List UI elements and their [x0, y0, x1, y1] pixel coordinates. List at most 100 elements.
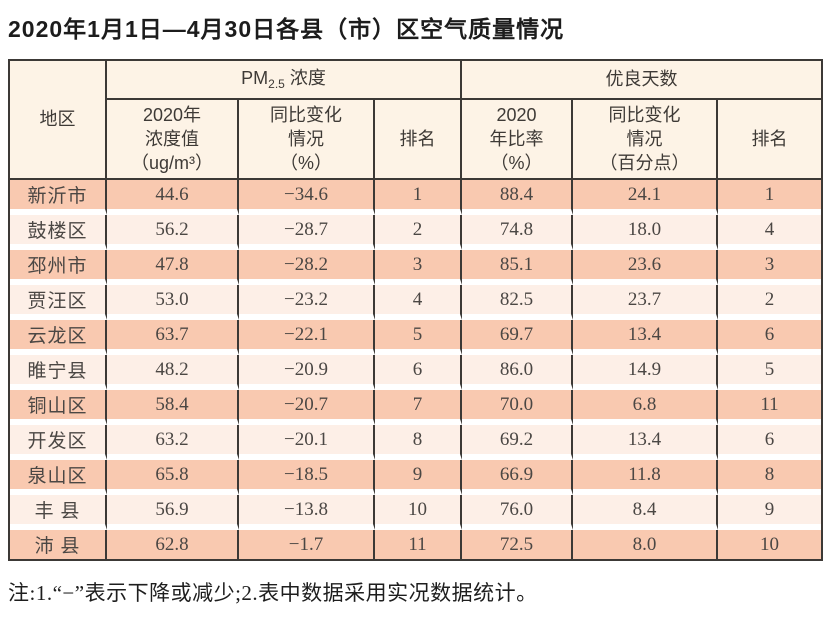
cell-pm-rank: 5	[375, 320, 463, 355]
cell-pm-rank: 10	[375, 495, 463, 530]
cell-good-change: 23.7	[573, 285, 719, 320]
cell-pm-value: 48.2	[107, 355, 239, 390]
cell-good-rank: 6	[718, 425, 822, 460]
cell-pm-value: 44.6	[107, 180, 239, 215]
cell-good-rank: 4	[718, 215, 822, 250]
cell-pm-change: −28.2	[239, 250, 375, 285]
cell-pm-value: 56.9	[107, 495, 239, 530]
cell-good-ratio: 70.0	[462, 390, 574, 425]
air-quality-table: 地区 PM2.5 浓度 优良天数 2020年 浓度值 （ug/m³） 同比变化 …	[8, 59, 824, 561]
header-good-ratio: 2020 年比率 （%）	[462, 100, 574, 180]
cell-good-change: 8.0	[573, 530, 719, 559]
table-row: 铜山区 58.4 −20.7 7 70.0 6.8 11	[10, 390, 822, 425]
cell-pm-change: −28.7	[239, 215, 375, 250]
cell-good-rank: 1	[718, 180, 822, 215]
header-group-pm25: PM2.5 浓度	[107, 61, 463, 100]
cell-region: 丰 县	[10, 495, 107, 530]
page-title: 2020年1月1日—4月30日各县（市）区空气质量情况	[8, 16, 565, 42]
table-row: 泉山区 65.8 −18.5 9 66.9 11.8 8	[10, 460, 822, 495]
cell-good-ratio: 76.0	[462, 495, 574, 530]
cell-good-change: 11.8	[573, 460, 719, 495]
cell-good-change: 13.4	[573, 425, 719, 460]
cell-good-change: 14.9	[573, 355, 719, 390]
pm-label-subscript: 2.5	[268, 77, 285, 92]
header-group-good-days: 优良天数	[462, 61, 822, 100]
table-row: 鼓楼区 56.2 −28.7 2 74.8 18.0 4	[10, 215, 822, 250]
table-row: 邳州市 47.8 −28.2 3 85.1 23.6 3	[10, 250, 822, 285]
cell-pm-change: −20.7	[239, 390, 375, 425]
cell-pm-rank: 8	[375, 425, 463, 460]
header-good-change: 同比变化 情况 （百分点）	[573, 100, 719, 180]
cell-good-change: 8.4	[573, 495, 719, 530]
cell-pm-value: 63.7	[107, 320, 239, 355]
cell-pm-change: −20.1	[239, 425, 375, 460]
cell-pm-change: −1.7	[239, 530, 375, 559]
cell-good-change: 18.0	[573, 215, 719, 250]
header-good-rank: 排名	[718, 100, 822, 180]
cell-good-rank: 9	[718, 495, 822, 530]
cell-good-ratio: 66.9	[462, 460, 574, 495]
cell-good-rank: 6	[718, 320, 822, 355]
cell-good-ratio: 85.1	[462, 250, 574, 285]
sub-header-row: 2020年 浓度值 （ug/m³） 同比变化 情况 （%） 排名 2020 年比…	[10, 100, 822, 180]
cell-region: 开发区	[10, 425, 107, 460]
table-row: 贾汪区 53.0 −23.2 4 82.5 23.7 2	[10, 285, 822, 320]
cell-region: 鼓楼区	[10, 215, 107, 250]
cell-pm-value: 47.8	[107, 250, 239, 285]
table-row: 开发区 63.2 −20.1 8 69.2 13.4 6	[10, 425, 822, 460]
cell-good-change: 24.1	[573, 180, 719, 215]
table-row: 睢宁县 48.2 −20.9 6 86.0 14.9 5	[10, 355, 822, 390]
cell-good-ratio: 82.5	[462, 285, 574, 320]
cell-pm-rank: 4	[375, 285, 463, 320]
cell-pm-change: −23.2	[239, 285, 375, 320]
cell-pm-value: 63.2	[107, 425, 239, 460]
cell-pm-rank: 2	[375, 215, 463, 250]
header-pm-rank: 排名	[375, 100, 463, 180]
cell-pm-rank: 6	[375, 355, 463, 390]
cell-pm-value: 53.0	[107, 285, 239, 320]
table-header: 地区 PM2.5 浓度 优良天数 2020年 浓度值 （ug/m³） 同比变化 …	[10, 61, 822, 180]
table-row: 沛 县 62.8 −1.7 11 72.5 8.0 10	[10, 530, 822, 559]
cell-good-ratio: 69.7	[462, 320, 574, 355]
cell-pm-rank: 3	[375, 250, 463, 285]
table-row: 丰 县 56.9 −13.8 10 76.0 8.4 9	[10, 495, 822, 530]
cell-good-ratio: 86.0	[462, 355, 574, 390]
cell-pm-value: 65.8	[107, 460, 239, 495]
cell-region: 贾汪区	[10, 285, 107, 320]
cell-pm-rank: 11	[375, 530, 463, 559]
cell-good-ratio: 72.5	[462, 530, 574, 559]
cell-good-rank: 2	[718, 285, 822, 320]
group-header-row: 地区 PM2.5 浓度 优良天数	[10, 61, 822, 180]
cell-pm-value: 56.2	[107, 215, 239, 250]
cell-region: 铜山区	[10, 390, 107, 425]
cell-pm-change: −18.5	[239, 460, 375, 495]
cell-pm-rank: 9	[375, 460, 463, 495]
footnote: 注:1.“−”表示下降或减少;2.表中数据采用实况数据统计。	[8, 581, 538, 605]
cell-good-change: 23.6	[573, 250, 719, 285]
header-pm-change: 同比变化 情况 （%）	[239, 100, 375, 180]
cell-pm-change: −22.1	[239, 320, 375, 355]
cell-good-rank: 5	[718, 355, 822, 390]
cell-good-ratio: 69.2	[462, 425, 574, 460]
cell-good-rank: 8	[718, 460, 822, 495]
cell-good-rank: 10	[718, 530, 822, 559]
header-pm-value: 2020年 浓度值 （ug/m³）	[107, 100, 239, 180]
cell-good-ratio: 88.4	[462, 180, 574, 215]
cell-pm-change: −13.8	[239, 495, 375, 530]
cell-pm-value: 62.8	[107, 530, 239, 559]
cell-pm-value: 58.4	[107, 390, 239, 425]
cell-pm-rank: 7	[375, 390, 463, 425]
header-region: 地区	[10, 61, 107, 180]
table-row: 新沂市 44.6 −34.6 1 88.4 24.1 1	[10, 180, 822, 215]
cell-good-rank: 3	[718, 250, 822, 285]
pm-label-prefix: PM	[241, 68, 269, 89]
pm-label-suffix: 浓度	[284, 68, 326, 89]
cell-region: 邳州市	[10, 250, 107, 285]
cell-region: 云龙区	[10, 320, 107, 355]
cell-good-ratio: 74.8	[462, 215, 574, 250]
cell-good-change: 13.4	[573, 320, 719, 355]
table-body: 新沂市 44.6 −34.6 1 88.4 24.1 1 鼓楼区 56.2 −2…	[10, 180, 822, 559]
cell-good-rank: 11	[718, 390, 822, 425]
cell-pm-change: −20.9	[239, 355, 375, 390]
